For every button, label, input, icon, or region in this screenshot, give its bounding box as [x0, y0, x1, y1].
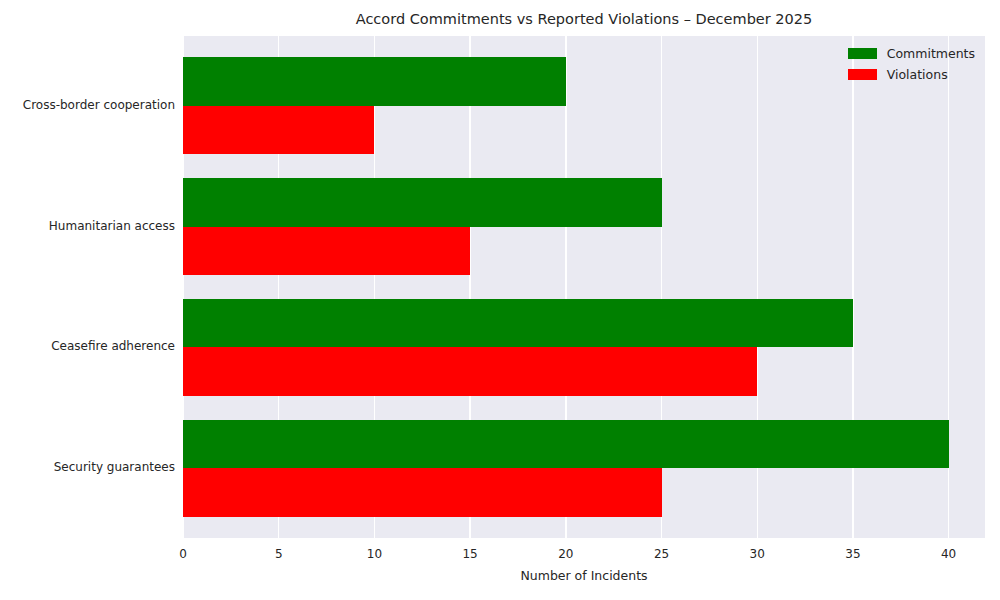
- legend-entry-violations: Violations: [848, 67, 975, 82]
- bar-commitments-3: [183, 420, 949, 468]
- x-axis-label: Number of Incidents: [183, 568, 985, 583]
- commitments-swatch-icon: [848, 48, 877, 59]
- x-tick-label: 5: [249, 547, 309, 561]
- x-tick-label: 35: [823, 547, 883, 561]
- chart-figure: Accord Commitments vs Reported Violation…: [0, 0, 1000, 600]
- bar-violations-0: [183, 106, 374, 154]
- y-category-label: Humanitarian access: [0, 219, 175, 233]
- y-category-label: Ceasefire adherence: [0, 339, 175, 353]
- bar-violations-3: [183, 468, 662, 516]
- y-category-label: Cross-border cooperation: [0, 98, 175, 112]
- plot-area: Commitments Violations: [183, 36, 985, 538]
- x-tick-label: 30: [727, 547, 787, 561]
- legend: Commitments Violations: [848, 46, 975, 82]
- bar-violations-2: [183, 347, 757, 395]
- bar-violations-1: [183, 227, 470, 275]
- bar-commitments-0: [183, 57, 566, 105]
- bar-commitments-1: [183, 178, 662, 226]
- legend-label-violations: Violations: [887, 67, 948, 82]
- legend-entry-commitments: Commitments: [848, 46, 975, 61]
- bar-commitments-2: [183, 299, 853, 347]
- chart-title: Accord Commitments vs Reported Violation…: [183, 11, 985, 27]
- x-tick-label: 20: [536, 547, 596, 561]
- x-tick-label: 0: [153, 547, 213, 561]
- x-tick-label: 25: [632, 547, 692, 561]
- x-tick-label: 10: [344, 547, 404, 561]
- y-category-label: Security guarantees: [0, 460, 175, 474]
- x-tick-label: 15: [440, 547, 500, 561]
- legend-label-commitments: Commitments: [887, 46, 975, 61]
- violations-swatch-icon: [848, 69, 877, 80]
- x-tick-label: 40: [919, 547, 979, 561]
